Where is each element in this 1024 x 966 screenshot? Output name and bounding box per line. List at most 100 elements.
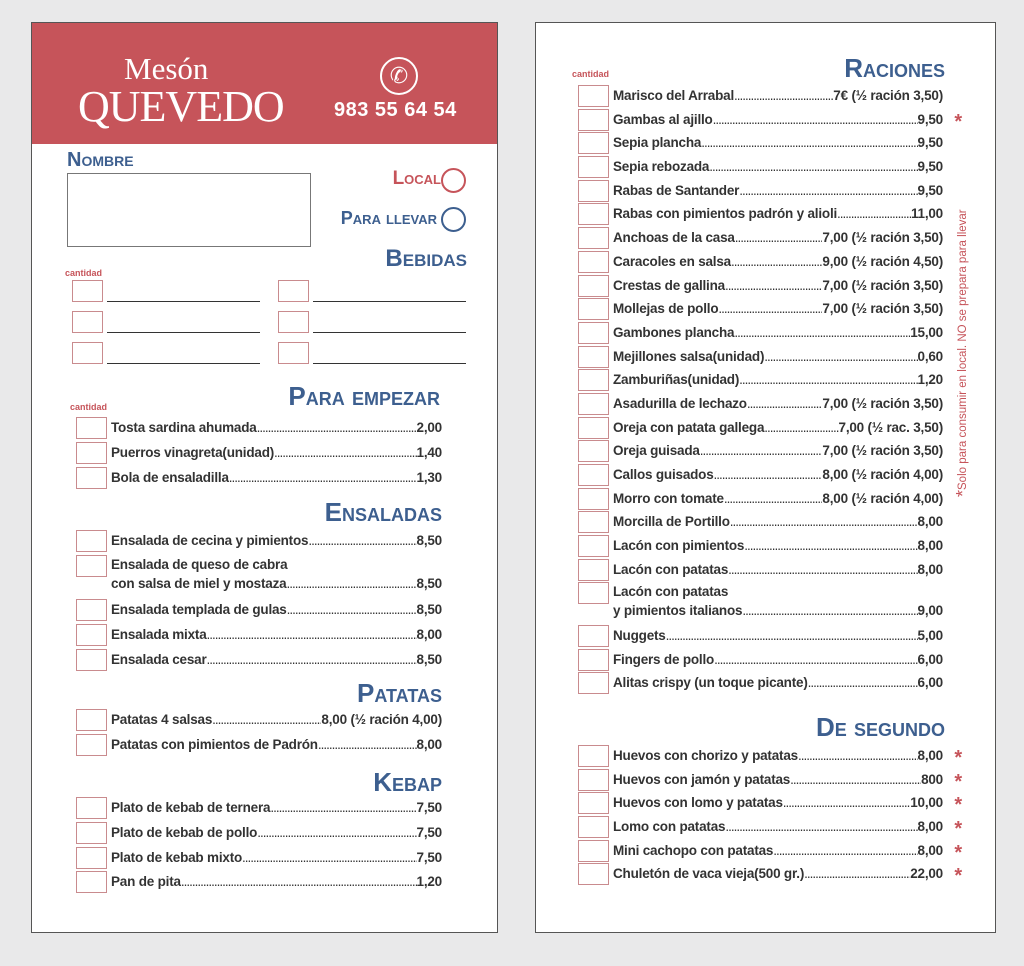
quantity-box[interactable] (578, 816, 609, 839)
quantity-box[interactable] (578, 487, 609, 510)
item-price: 7,00 (½ ración 3,50) (822, 443, 943, 459)
menu-item: Mini cachopo con patatas 8,00 * (578, 839, 962, 864)
quantity-box[interactable] (578, 85, 609, 107)
quantity-box[interactable] (76, 846, 107, 869)
bebida-quantity-box[interactable] (278, 280, 309, 302)
bebida-name-line[interactable] (313, 363, 466, 364)
bebida-name-line[interactable] (313, 301, 466, 302)
quantity-box[interactable] (578, 392, 609, 415)
quantity-box[interactable] (76, 599, 107, 622)
item-price: 6,00 (917, 651, 944, 667)
bebida-name-line[interactable] (107, 301, 260, 302)
quantity-box[interactable] (578, 132, 609, 155)
bebida-quantity-box[interactable] (72, 280, 103, 302)
bebida-name-line[interactable] (107, 332, 260, 333)
quantity-box[interactable] (76, 797, 107, 819)
quantity-box[interactable] (76, 821, 107, 844)
item-text: Ensalada cesar 8,50 (111, 648, 442, 672)
quantity-box[interactable] (578, 156, 609, 179)
restaurant-name-line1: Mesón (124, 51, 209, 86)
quantity-box[interactable] (578, 274, 609, 297)
menu-item: Lomo con patatas 8,00 * (578, 815, 962, 840)
bebida-name-line[interactable] (313, 332, 466, 333)
item-name: Huevos con lomo y patatas (613, 795, 783, 811)
item-text: Ensalada templada de gulas 8,50 (111, 598, 442, 622)
bebida-quantity-box[interactable] (278, 342, 309, 364)
quantity-box[interactable] (76, 466, 107, 489)
nombre-input[interactable] (67, 173, 311, 247)
quantity-box[interactable] (578, 863, 609, 886)
quantity-box[interactable] (578, 558, 609, 581)
quantity-box[interactable] (578, 203, 609, 226)
quantity-box[interactable] (76, 733, 107, 756)
quantity-box[interactable] (76, 417, 107, 439)
quantity-box[interactable] (578, 511, 609, 534)
item-name: Gambas al ajillo (613, 111, 713, 127)
item-price: 7,00 (½ ración 3,50) (822, 230, 943, 246)
menu-item: Tosta sardina ahumada 2,00 (76, 416, 442, 441)
para-llevar-radio[interactable] (441, 207, 466, 232)
quantity-box[interactable] (578, 648, 609, 671)
quantity-box[interactable] (578, 227, 609, 250)
item-name: Pan de pita (111, 874, 181, 890)
quantity-box[interactable] (76, 649, 107, 672)
quantity-box[interactable] (76, 871, 107, 894)
takeaway-note: *Solo para consumir en local. NO se prep… (953, 209, 973, 497)
item-name: Huevos con chorizo y patatas (613, 748, 798, 763)
item-name: Caracoles en salsa (613, 253, 731, 269)
item-price: 2,00 (416, 420, 443, 435)
item-text: Anchoas de la casa 7,00 (½ ración 3,50) (613, 226, 943, 250)
item-price: 8,00 (416, 627, 443, 643)
quantity-box[interactable] (578, 839, 609, 862)
dot-leader (730, 510, 918, 534)
item-text: Marisco del Arrabal 7€ (½ ración 3,50) (613, 84, 943, 108)
quantity-box[interactable] (578, 179, 609, 202)
dot-leader (714, 463, 823, 487)
quantity-box[interactable] (578, 321, 609, 344)
quantity-box[interactable] (578, 535, 609, 558)
dot-leader (229, 466, 417, 490)
quantity-box[interactable] (578, 625, 609, 648)
quantity-box[interactable] (76, 441, 107, 464)
bebida-quantity-box[interactable] (72, 342, 103, 364)
menu-item: Morro con tomate 8,00 (½ ración 4,00) (578, 487, 943, 511)
quantity-box[interactable] (578, 369, 609, 392)
dot-leader (274, 441, 416, 465)
menu-item: Huevos con chorizo y patatas 8,00 * (578, 744, 962, 769)
quantity-box[interactable] (578, 108, 609, 131)
quantity-box[interactable] (578, 345, 609, 368)
quantity-box[interactable] (578, 298, 609, 321)
menu-item: Plato de kebab de pollo 7,50 (76, 821, 442, 846)
menu-item: Patatas 4 salsas 8,00 (½ ración 4,00) (76, 708, 442, 733)
menu-item: Ensalada cesar 8,50 (76, 648, 442, 673)
quantity-box[interactable] (578, 440, 609, 463)
bebida-name-line[interactable] (107, 363, 260, 364)
dot-leader (739, 179, 917, 203)
quantity-box[interactable] (76, 624, 107, 647)
quantity-box[interactable] (578, 792, 609, 815)
quantity-box[interactable] (76, 554, 107, 577)
quantity-box[interactable] (76, 530, 107, 552)
bebida-quantity-box[interactable] (278, 311, 309, 333)
item-text: Crestas de gallina 7,00 (½ ración 3,50) (613, 274, 943, 298)
item-text: Pan de pita 1,20 (111, 870, 442, 894)
quantity-box[interactable] (578, 672, 609, 695)
item-name: Patatas 4 salsas (111, 712, 213, 727)
takeaway-excluded-asterisk: * (954, 770, 962, 793)
quantity-box[interactable] (578, 250, 609, 273)
item-name: Rabas de Santander (613, 182, 740, 198)
menu-item: Huevos con lomo y patatas 10,00 * (578, 791, 962, 816)
bebida-quantity-box[interactable] (72, 311, 103, 333)
quantity-box[interactable] (578, 582, 609, 605)
dot-leader (773, 839, 917, 863)
item-name: Mollejas de pollo (613, 301, 719, 317)
item-price: 9,50 (917, 135, 944, 151)
item-price: 800 (921, 771, 943, 787)
quantity-box[interactable] (578, 464, 609, 486)
quantity-box[interactable] (578, 768, 609, 791)
item-name: Bola de ensaladilla (111, 469, 229, 485)
quantity-box[interactable] (578, 416, 609, 439)
quantity-box[interactable] (76, 709, 107, 731)
local-radio[interactable] (441, 168, 466, 193)
quantity-box[interactable] (578, 745, 609, 767)
